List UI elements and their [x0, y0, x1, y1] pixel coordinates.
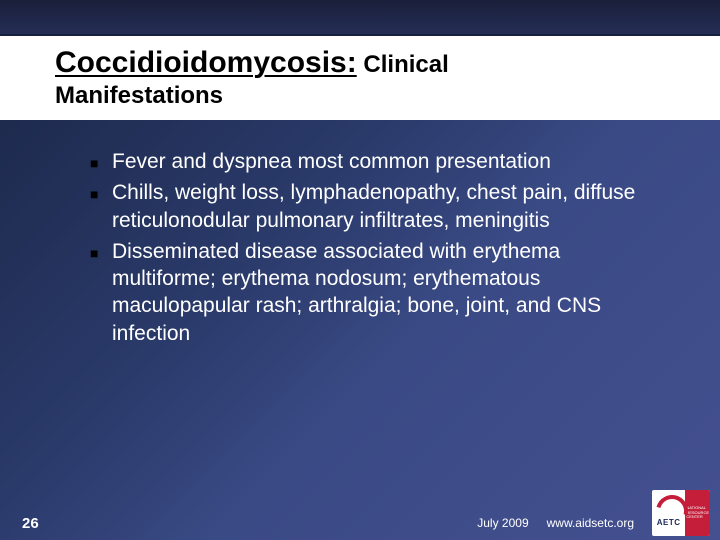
list-item: ■ Chills, weight loss, lymphadenopathy, … [90, 179, 665, 234]
header-strip [0, 0, 720, 36]
footer-date: July 2009 [477, 516, 528, 532]
aetc-logo: AETC NATIONAL RESOURCE CENTER [652, 490, 710, 536]
footer-right: July 2009 www.aidsetc.org AETC NATIONAL … [477, 490, 710, 532]
content-area: ■ Fever and dyspnea most common presenta… [0, 120, 720, 347]
logo-right: NATIONAL RESOURCE CENTER [685, 490, 710, 536]
bullet-icon: ■ [90, 179, 112, 203]
bullet-text: Chills, weight loss, lymphadenopathy, ch… [112, 179, 665, 234]
logo-label: NATIONAL RESOURCE CENTER [686, 506, 709, 519]
bullet-text: Disseminated disease associated with ery… [112, 238, 665, 347]
title-sub: Clinical [357, 51, 449, 78]
footer: 26 July 2009 www.aidsetc.org AETC NATION… [0, 498, 720, 540]
logo-swoosh-icon [656, 499, 682, 517]
logo-left: AETC [652, 490, 685, 536]
list-item: ■ Fever and dyspnea most common presenta… [90, 148, 665, 175]
bullet-icon: ■ [90, 148, 112, 172]
footer-url: www.aidsetc.org [547, 516, 634, 532]
page-number: 26 [22, 515, 39, 532]
list-item: ■ Disseminated disease associated with e… [90, 238, 665, 347]
bullet-text: Fever and dyspnea most common presentati… [112, 148, 665, 175]
title-line1: Coccidioidomycosis: Clinical [55, 46, 692, 80]
title-main: Coccidioidomycosis: [55, 46, 357, 79]
title-area: Coccidioidomycosis: Clinical Manifestati… [0, 36, 720, 120]
bullet-icon: ■ [90, 238, 112, 262]
title-line2: Manifestations [55, 82, 692, 110]
